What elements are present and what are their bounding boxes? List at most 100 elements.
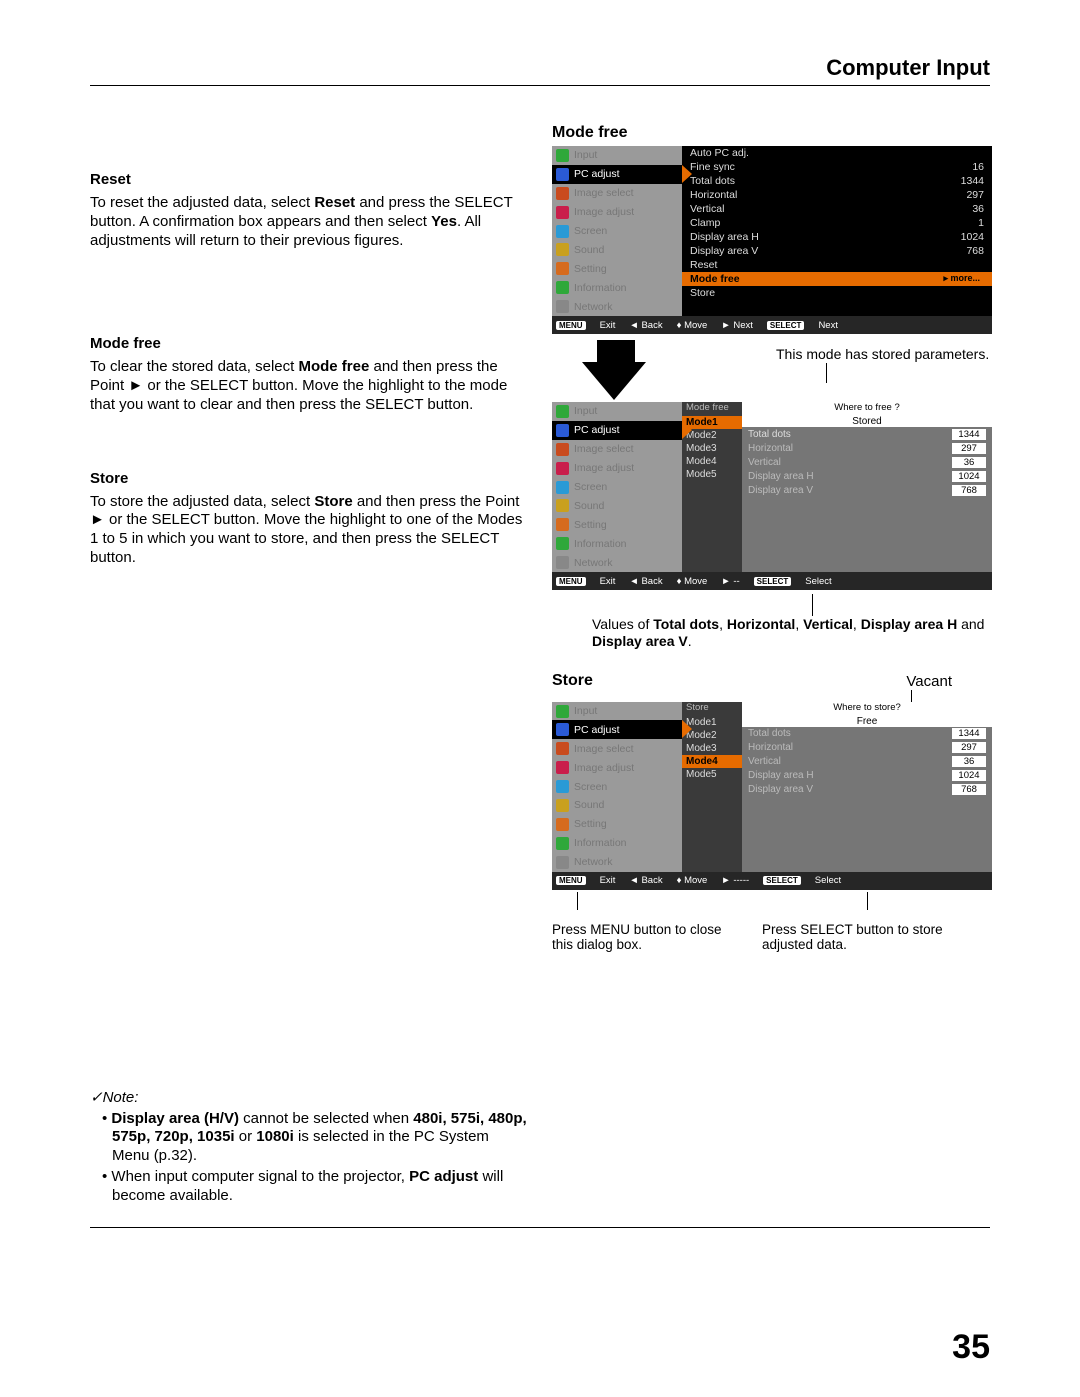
osd-kv-row[interactable]: Display area H1024	[682, 230, 992, 244]
sidebar-item-image-select[interactable]: Image select	[552, 739, 682, 758]
osd-kv-row[interactable]: Reset	[682, 258, 992, 272]
sidebar-item-image-adjust[interactable]: Image adjust	[552, 459, 682, 478]
right-panel-row: Total dots1344	[742, 427, 992, 441]
osd-kv-row[interactable]: Display area V768	[682, 244, 992, 258]
osd-kv-row[interactable]: Total dots1344	[682, 174, 992, 188]
footer-item[interactable]: ◄ Back	[629, 875, 662, 886]
sidebar-item-image-adjust[interactable]: Image adjust	[552, 203, 682, 222]
osd-kv-key: Vertical	[690, 203, 724, 215]
sidebar-item-setting[interactable]: Setting	[552, 515, 682, 534]
footer-item[interactable]: ► -----	[721, 875, 749, 886]
mode-row[interactable]: Mode3	[682, 742, 742, 755]
osd-kv-row[interactable]: Fine sync16	[682, 160, 992, 174]
sidebar-item-pc-adjust[interactable]: PC adjust	[552, 720, 682, 739]
footer-item[interactable]: SELECT	[767, 321, 805, 330]
footer-item[interactable]: SELECT	[763, 876, 801, 885]
footer-item[interactable]: MENU	[556, 321, 586, 330]
sidebar-item-label: PC adjust	[574, 168, 620, 180]
mode-row[interactable]: Mode4	[682, 755, 742, 768]
sidebar-item-sound[interactable]: Sound	[552, 496, 682, 515]
select-pointer	[867, 892, 868, 910]
rp-key: Display area H	[748, 471, 814, 482]
mode-row[interactable]: Mode5	[682, 468, 742, 481]
osd2-sidebar[interactable]: InputPC adjustImage select Image adjust Sc…	[552, 402, 682, 572]
footer-item[interactable]: Exit	[600, 320, 616, 331]
sidebar-item-screen[interactable]: Screen	[552, 478, 682, 497]
sidebar-item-setting[interactable]: Setting	[552, 259, 682, 278]
mode-row[interactable]: Mode3	[682, 442, 742, 455]
sidebar-item-input[interactable]: Input	[552, 402, 682, 421]
sidebar-item-screen[interactable]: Screen	[552, 222, 682, 241]
osd3-mode-column[interactable]: Mode1Mode2Mode3Mode4Mode5	[682, 716, 742, 872]
sidebar-item-label: Setting	[574, 818, 607, 830]
footer-item[interactable]: Select	[805, 576, 831, 587]
osd-kv-store[interactable]: Store	[682, 286, 992, 300]
sidebar-item-pc-adjust[interactable]: PC adjust	[552, 421, 682, 440]
osd-kv-row[interactable]: Clamp1	[682, 216, 992, 230]
page: Computer Input Reset To reset the adjust…	[0, 0, 1080, 1397]
store-heading: Store	[90, 470, 530, 487]
sidebar-item-network[interactable]: Network	[552, 553, 682, 572]
sidebar-item-image-adjust[interactable]: Image adjust	[552, 758, 682, 777]
note2-b1: PC adjust	[409, 1168, 478, 1185]
right-panel-row: Display area V768	[742, 483, 992, 497]
footer-item[interactable]: MENU	[556, 876, 586, 885]
footer-item[interactable]: Next	[818, 320, 838, 331]
osd-kv-key: Total dots	[690, 175, 735, 187]
mode-row[interactable]: Mode5	[682, 768, 742, 781]
sidebar-item-image-select[interactable]: Image select	[552, 440, 682, 459]
footer-item[interactable]: ♦ Move	[677, 320, 708, 331]
modefree-heading: Mode free	[90, 335, 530, 352]
sidebar-item-network[interactable]: Network	[552, 853, 682, 872]
osd-kv-key: Clamp	[690, 217, 720, 229]
osd3-sidebar[interactable]: Input PC adjustImage selectImage adjustSc…	[552, 702, 682, 872]
sidebar-item-label: Image adjust	[574, 462, 634, 474]
footer-item[interactable]: Exit	[600, 875, 616, 886]
footer-item[interactable]: ► Next	[721, 320, 753, 331]
osd2-mode-column[interactable]: Mode1Mode2Mode3Mode4Mode5	[682, 416, 742, 572]
sidebar-item-screen[interactable]: Screen	[552, 777, 682, 796]
rp-val: 768	[952, 784, 986, 795]
sidebar-item-sound[interactable]: Sound	[552, 796, 682, 815]
osd-kv-val: 16	[972, 161, 984, 173]
osd-highlight-modefree[interactable]: Mode free▸ more...	[682, 272, 992, 286]
sidebar-item-label: Setting	[574, 263, 607, 275]
footer-item[interactable]: ► --	[721, 576, 739, 587]
sidebar-item-sound[interactable]: Sound	[552, 240, 682, 259]
sidebar-item-image-select[interactable]: Image select	[552, 184, 682, 203]
sidebar-item-information[interactable]: Information	[552, 278, 682, 297]
sidebar-icon	[556, 742, 569, 755]
sidebar-item-network[interactable]: Network	[552, 297, 682, 316]
sidebar-item-input[interactable]: Input	[552, 146, 682, 165]
osd-kv-val: 36	[972, 203, 984, 215]
sidebar-item-information[interactable]: Information	[552, 834, 682, 853]
right-panel-row: Display area H1024	[742, 769, 992, 783]
osd1-content[interactable]: Auto PC adj.Fine sync16Total dots1344Hor…	[682, 146, 992, 316]
footer-item[interactable]: ♦ Move	[677, 576, 708, 587]
sidebar-item-setting[interactable]: Setting	[552, 815, 682, 834]
footer-pill: SELECT	[754, 577, 792, 586]
sidebar-icon	[556, 225, 569, 238]
sidebar-item-information[interactable]: Information	[552, 534, 682, 553]
sidebar-item-input[interactable]: Input	[552, 702, 682, 721]
osd-kv-row[interactable]: Auto PC adj.	[682, 146, 992, 160]
sidebar-item-label: Network	[574, 856, 613, 868]
values-pointer-line	[812, 594, 813, 616]
osd-kv-key: Reset	[690, 259, 717, 271]
footer-item[interactable]: MENU	[556, 577, 586, 586]
footer-item[interactable]: Exit	[600, 576, 616, 587]
osd-kv-row[interactable]: Vertical 36	[682, 202, 992, 216]
osd-panel-3: Input PC adjustImage selectImage adjustSc…	[552, 702, 992, 890]
osd-kv-row[interactable]: Horizontal297	[682, 188, 992, 202]
footer-item[interactable]: ♦ Move	[677, 875, 708, 886]
sidebar-item-pc-adjust[interactable]: PC adjust	[552, 165, 682, 184]
footer-item[interactable]: SELECT	[754, 577, 792, 586]
sidebar-item-label: Input	[574, 705, 597, 717]
arrow-stem	[597, 340, 635, 362]
right-panel-row: Horizontal297	[742, 441, 992, 455]
footer-item[interactable]: ◄ Back	[629, 320, 662, 331]
footer-item[interactable]: ◄ Back	[629, 576, 662, 587]
footer-item[interactable]: Select	[815, 875, 841, 886]
mode-row[interactable]: Mode4	[682, 455, 742, 468]
osd1-sidebar[interactable]: Input PC adjust Image selectImage adjustSc…	[552, 146, 682, 316]
